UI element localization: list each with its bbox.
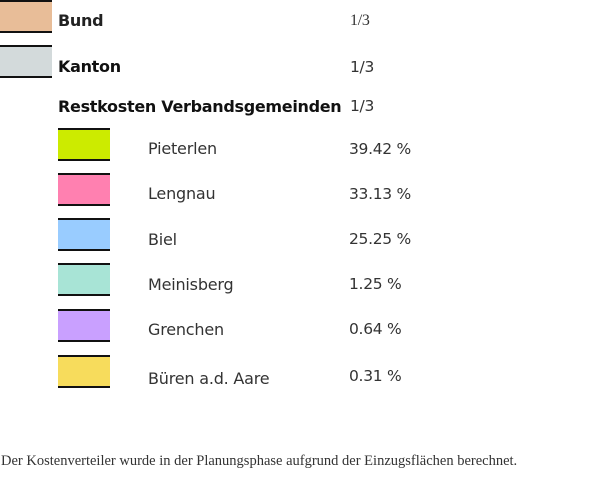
value-kanton: 1/3 <box>350 58 375 76</box>
value-grenchen: 0.64 % <box>349 320 402 338</box>
value-restkosten: 1/3 <box>350 97 375 115</box>
label-bueren: Büren a.d. Aare <box>148 369 270 388</box>
label-biel: Biel <box>148 230 177 249</box>
color-swatch-lengnau <box>58 173 110 206</box>
label-kanton: Kanton <box>58 57 121 76</box>
label-restkosten: Restkosten Verbandsgemeinden <box>58 97 342 116</box>
value-bueren: 0.31 % <box>349 367 402 385</box>
value-biel: 25.25 % <box>349 230 411 248</box>
color-swatch-bund <box>0 0 52 33</box>
label-lengnau: Lengnau <box>148 184 216 203</box>
value-bund: 1/3 <box>350 12 370 29</box>
label-bund: Bund <box>58 11 104 30</box>
color-swatch-kanton <box>0 45 52 78</box>
label-grenchen: Grenchen <box>148 320 224 339</box>
color-swatch-bueren <box>58 355 110 388</box>
footnote: Der Kostenverteiler wurde in der Planung… <box>1 453 518 469</box>
color-swatch-meinisberg <box>58 263 110 296</box>
color-swatch-biel <box>58 218 110 251</box>
label-meinisberg: Meinisberg <box>148 275 234 294</box>
value-meinisberg: 1.25 % <box>349 275 402 293</box>
color-swatch-grenchen <box>58 309 110 342</box>
value-lengnau: 33.13 % <box>349 185 411 203</box>
color-swatch-pieterlen <box>58 128 110 161</box>
label-pieterlen: Pieterlen <box>148 139 217 158</box>
value-pieterlen: 39.42 % <box>349 140 411 158</box>
